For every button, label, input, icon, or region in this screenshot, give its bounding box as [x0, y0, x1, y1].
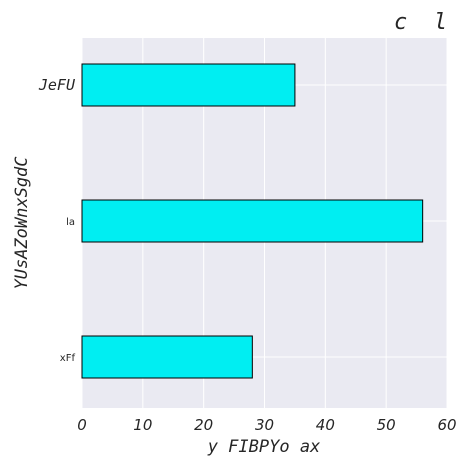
x-tick-label: 0: [77, 416, 87, 434]
x-tick-label: 40: [316, 416, 335, 434]
y-tick-label: xFf: [60, 353, 76, 364]
y-tick-label: JeFU: [38, 76, 76, 94]
y-tick-labels: JeFU la xFf: [38, 76, 76, 364]
x-tick-label: 30: [255, 416, 274, 434]
x-tick-label: 60: [437, 416, 456, 434]
y-axis-label: YUsAZoWnxSgdC: [12, 156, 32, 290]
x-tick-label: 10: [133, 416, 152, 434]
x-tick-label: 20: [194, 416, 213, 434]
chart-title: c l: [394, 10, 447, 35]
bars: [81, 63, 424, 379]
bar-JeFU: [81, 63, 296, 107]
x-axis-label: y FIBPYo ax: [207, 437, 321, 457]
y-tick-label: la: [66, 217, 75, 228]
bar-la: [81, 199, 424, 243]
bar-xFf: [81, 335, 253, 379]
x-tick-labels: 0 10 20 30 40 50 60: [77, 416, 456, 434]
x-tick-label: 50: [377, 416, 396, 434]
